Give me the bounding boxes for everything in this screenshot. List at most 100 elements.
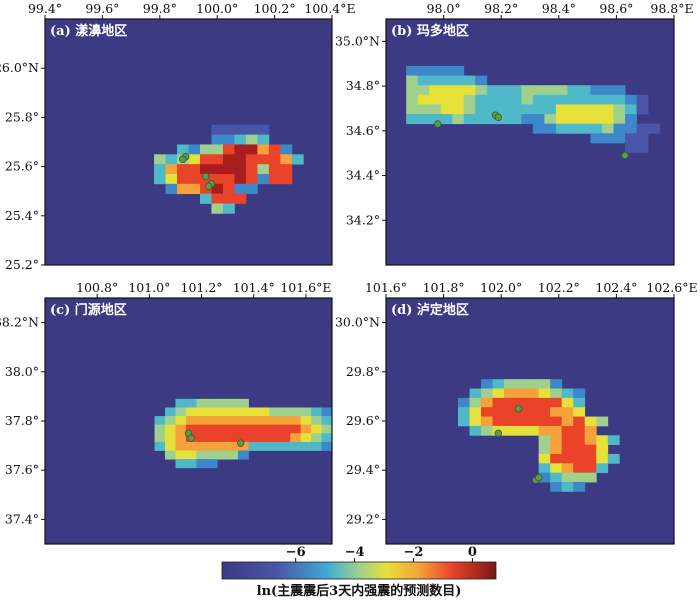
heatmap-cell bbox=[515, 379, 528, 389]
x-tick-label: 99.8° bbox=[143, 1, 177, 16]
heatmap-cell bbox=[452, 65, 465, 76]
x-tick-label: 98.8°E bbox=[650, 1, 693, 16]
heatmap-cell bbox=[527, 388, 540, 399]
heatmap-cell bbox=[234, 183, 247, 195]
heatmap-cell bbox=[504, 388, 516, 399]
heatmap-cell bbox=[154, 164, 166, 175]
heatmap-cell bbox=[538, 425, 551, 436]
heatmap-cell bbox=[515, 407, 528, 417]
heatmap-cell bbox=[469, 416, 482, 427]
heatmap-cell bbox=[578, 104, 591, 115]
heatmap-cell bbox=[245, 144, 258, 155]
heatmap-cell bbox=[567, 114, 580, 125]
heatmap-cell bbox=[211, 124, 224, 136]
heatmap-cell bbox=[222, 154, 235, 165]
heatmap-cell bbox=[227, 450, 239, 460]
heatmap-cell bbox=[234, 154, 247, 165]
heatmap-cell bbox=[175, 416, 187, 426]
heatmap-cell bbox=[469, 397, 482, 408]
heatmap-cell bbox=[332, 425, 343, 434]
heatmap-cell bbox=[527, 416, 540, 427]
heatmap-cell bbox=[234, 134, 247, 145]
heatmap-cell bbox=[509, 114, 522, 125]
heatmap-cell bbox=[596, 416, 609, 427]
x-tick-label: 100.0° bbox=[196, 1, 238, 16]
heatmap-cell bbox=[469, 407, 482, 417]
heatmap-cell bbox=[452, 85, 465, 96]
heatmap-cell bbox=[602, 94, 614, 105]
heatmap-cell bbox=[175, 441, 187, 451]
heatmap-cell bbox=[590, 94, 603, 105]
heatmap-cell bbox=[245, 124, 258, 136]
heatmap-cell bbox=[544, 85, 557, 96]
heatmap-cell bbox=[406, 85, 419, 96]
heatmap-cell bbox=[217, 398, 229, 408]
heatmap-cell bbox=[440, 104, 453, 115]
heatmap-cell bbox=[238, 441, 249, 451]
heatmap-cell bbox=[257, 173, 270, 185]
map-background bbox=[45, 19, 332, 265]
heatmap-cell bbox=[175, 424, 187, 434]
panel-label: (c) 门源地区 bbox=[50, 302, 127, 318]
heatmap-cell bbox=[440, 85, 453, 96]
heatmap-cell bbox=[211, 203, 224, 214]
y-tick-label: 29.4° bbox=[346, 462, 380, 477]
heatmap-cell bbox=[602, 104, 614, 115]
heatmap-cell bbox=[492, 388, 505, 399]
heatmap-cell bbox=[211, 173, 224, 185]
y-tick-label: 37.6° bbox=[5, 462, 39, 477]
heatmap-cell bbox=[245, 183, 258, 195]
heatmap-cell bbox=[227, 416, 239, 426]
heatmap-cell bbox=[406, 65, 419, 76]
heatmap-cell bbox=[607, 453, 620, 464]
heatmap-cell bbox=[165, 441, 176, 451]
heatmap-cell bbox=[538, 463, 551, 474]
heatmap-cell bbox=[406, 75, 419, 86]
heatmap-cell bbox=[561, 463, 574, 474]
heatmap-cell bbox=[196, 450, 208, 460]
heatmap-cell bbox=[406, 104, 419, 115]
y-tick-label: 37.8° bbox=[5, 413, 39, 428]
heatmap-cell bbox=[550, 453, 563, 464]
heatmap-cell bbox=[222, 124, 235, 136]
heatmap-cell bbox=[561, 397, 574, 408]
heatmap-cell bbox=[573, 397, 586, 408]
heatmap-cell bbox=[406, 94, 419, 105]
heatmap-cell bbox=[625, 133, 637, 144]
heatmap-cell bbox=[199, 183, 212, 195]
heatmap-cell bbox=[515, 416, 528, 427]
heatmap-cell bbox=[475, 104, 488, 115]
heatmap-cell bbox=[521, 104, 534, 115]
heatmap-cell bbox=[486, 85, 499, 96]
heatmap-cell bbox=[538, 472, 551, 483]
heatmap-cell bbox=[440, 65, 453, 76]
heatmap-cell bbox=[257, 134, 270, 145]
heatmap-cell bbox=[440, 75, 453, 86]
heatmap-cell bbox=[234, 173, 247, 185]
y-tick-label: 25.4° bbox=[5, 208, 39, 223]
y-tick-label: 34.4° bbox=[346, 168, 380, 183]
heatmap-cell bbox=[509, 85, 522, 96]
heatmap-cell bbox=[311, 441, 322, 451]
event-marker bbox=[202, 172, 210, 181]
heatmap-cell bbox=[573, 444, 586, 455]
heatmap-cell bbox=[492, 407, 505, 417]
heatmap-cell bbox=[636, 104, 649, 115]
heatmap-cell bbox=[602, 123, 614, 134]
heatmap-cell bbox=[188, 183, 201, 195]
heatmap-cell bbox=[486, 114, 499, 125]
heatmap-cell bbox=[257, 164, 270, 175]
heatmap-cell bbox=[217, 441, 229, 451]
heatmap-cell bbox=[550, 435, 563, 446]
heatmap-cell bbox=[527, 425, 540, 436]
heatmap-cell bbox=[211, 183, 224, 195]
colorbar-tick-label: −2 bbox=[404, 545, 424, 560]
heatmap-cell bbox=[234, 144, 247, 155]
y-tick-label: 34.6° bbox=[346, 123, 380, 138]
heatmap-cell bbox=[279, 433, 291, 443]
heatmap-cell bbox=[429, 104, 442, 115]
heatmap-cell bbox=[234, 164, 247, 175]
event-marker bbox=[204, 182, 213, 190]
heatmap-cell bbox=[475, 114, 488, 125]
